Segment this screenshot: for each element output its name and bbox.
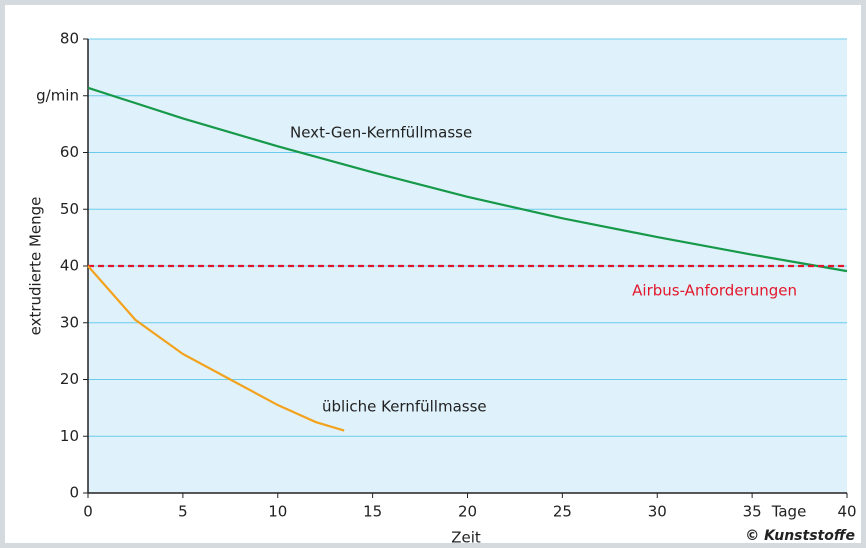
series-label: Airbus-Anforderungen — [632, 282, 797, 300]
y-tick-label: 40 — [60, 257, 79, 275]
x-tick-label: 35 — [743, 503, 762, 521]
x-tick-label: 10 — [268, 503, 287, 521]
y-axis-label: extrudierte Menge — [27, 197, 45, 336]
x-tick-label: 20 — [458, 503, 477, 521]
x-tick-label: 25 — [553, 503, 572, 521]
y-tick-label: g/min — [36, 86, 79, 104]
x-tick-label: 5 — [178, 503, 188, 521]
y-tick-label: 10 — [60, 427, 79, 445]
y-tick-label: 30 — [60, 313, 79, 331]
x-tick-label: 30 — [648, 503, 667, 521]
y-tick-label: 0 — [69, 484, 79, 502]
y-tick-label: 80 — [60, 30, 79, 48]
series-label: Next-Gen-Kernfüllmasse — [290, 124, 472, 142]
x-tick-label: 15 — [363, 503, 382, 521]
x-axis-label: Zeit — [451, 529, 481, 547]
y-tick-label: 60 — [60, 143, 79, 161]
x-tick-label: 40 — [837, 503, 856, 521]
series-label: übliche Kernfüllmasse — [322, 398, 487, 416]
y-tick-label: 50 — [60, 200, 79, 218]
line-series — [87, 265, 345, 432]
credit: © Kunststoffe — [745, 528, 855, 544]
x-axis-unit: Tage — [771, 503, 807, 521]
y-tick-label: 20 — [60, 370, 79, 388]
x-tick-label: 0 — [83, 503, 93, 521]
line-series — [87, 86, 848, 273]
